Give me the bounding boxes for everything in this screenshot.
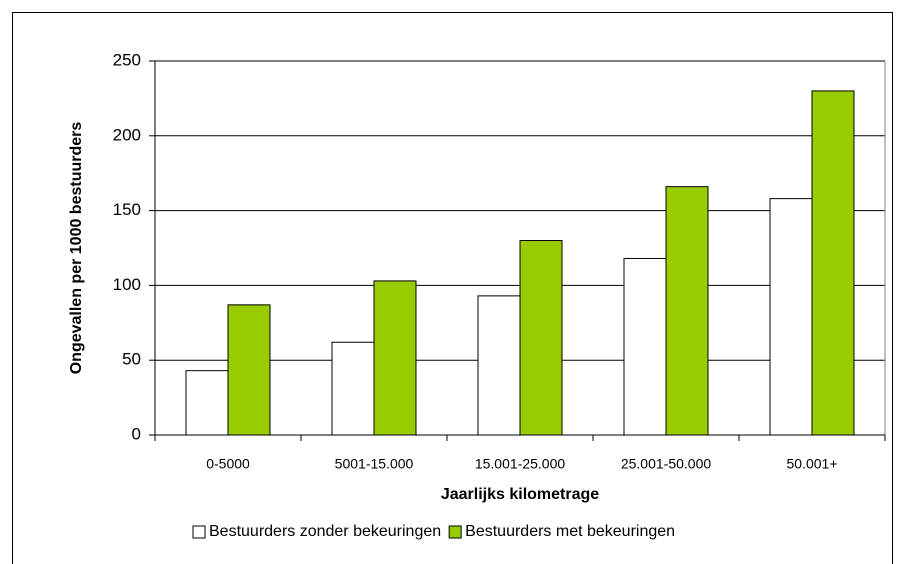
bar — [373, 280, 417, 436]
bar — [477, 295, 521, 436]
y-tick-label: 50 — [122, 350, 141, 369]
bar — [665, 186, 709, 436]
x-tick-label: 15.001-25.000 — [475, 456, 566, 472]
y-tick-label: 200 — [113, 125, 141, 144]
legend-swatch — [448, 525, 462, 539]
x-tick-label: 5001-15.000 — [335, 456, 414, 472]
x-tick-label: 25.001-50.000 — [621, 456, 712, 472]
bar — [227, 304, 271, 436]
legend-label: Bestuurders zonder bekeuringen — [209, 523, 441, 540]
legend-label: Bestuurders met bekeuringen — [465, 523, 675, 540]
x-tick-label: 50.001+ — [787, 456, 838, 472]
x-tick-label: 0-5000 — [206, 456, 250, 472]
bar — [623, 257, 667, 436]
bar — [811, 90, 855, 436]
bar — [769, 198, 813, 436]
y-tick-label: 100 — [113, 275, 141, 294]
bar — [331, 341, 375, 436]
y-axis-title: Ongevallen per 1000 bestuurders — [68, 122, 85, 375]
x-axis-title: Jaarlijks kilometrage — [441, 486, 599, 503]
y-tick-label: 0 — [132, 424, 141, 443]
y-tick-label: 250 — [113, 50, 141, 69]
y-tick-label: 150 — [113, 200, 141, 219]
chart-frame — [12, 12, 893, 564]
bar — [185, 370, 229, 436]
legend-swatch — [192, 525, 206, 539]
bar — [519, 240, 563, 436]
